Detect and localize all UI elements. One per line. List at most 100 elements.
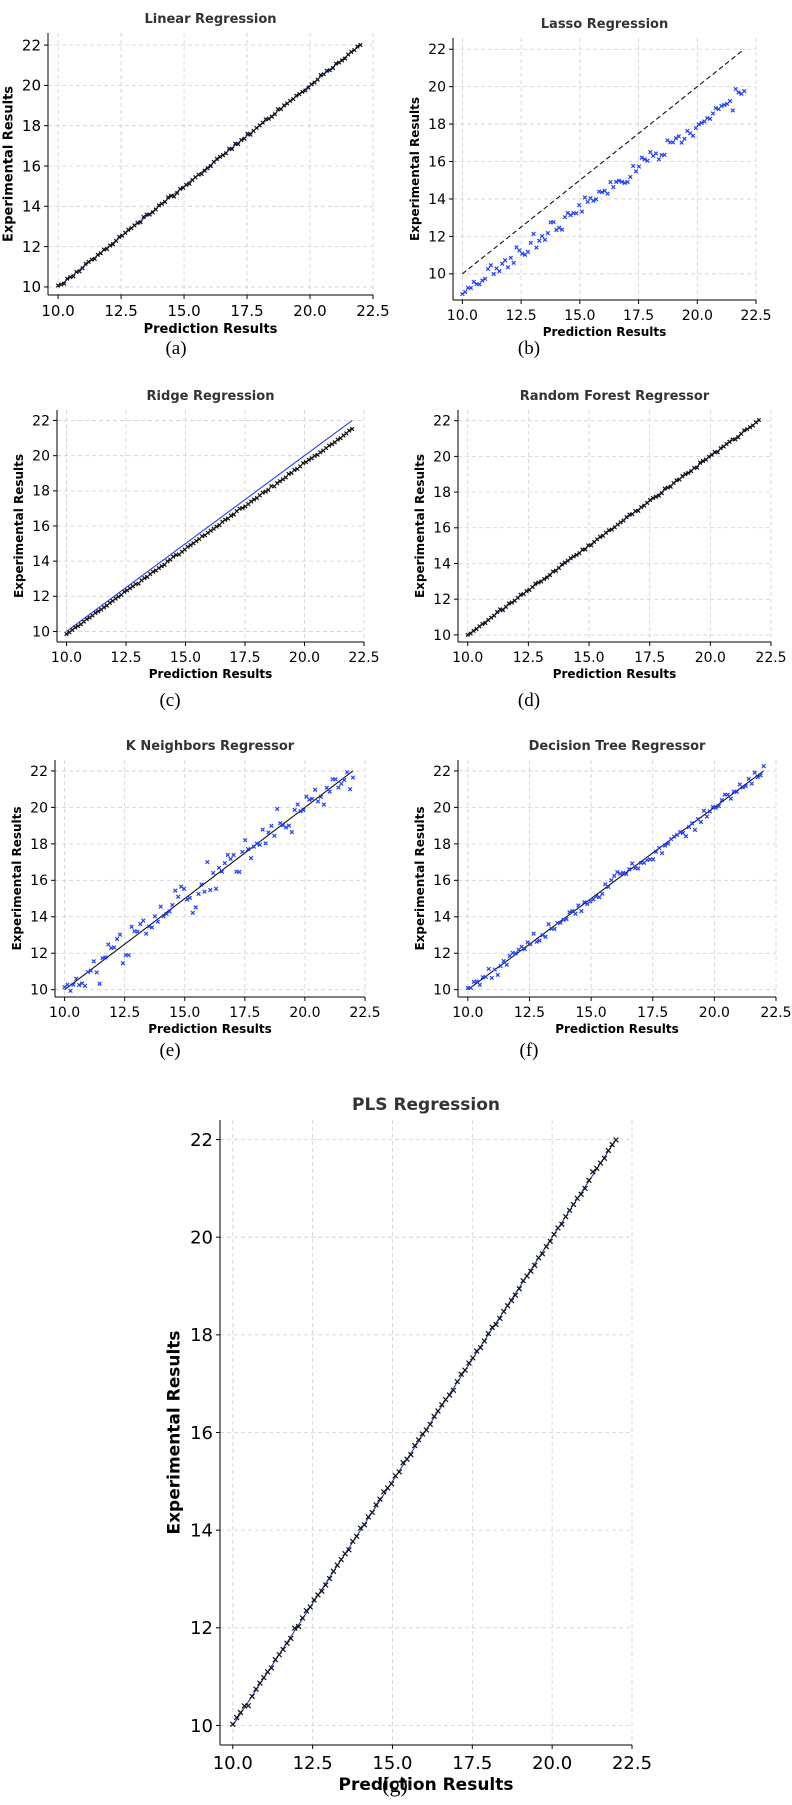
data-point	[82, 983, 88, 989]
x-axis-label: Prediction Results	[555, 1022, 679, 1036]
data-point	[159, 563, 164, 569]
y-tick-label: 22	[433, 414, 451, 430]
data-point	[143, 931, 149, 936]
data-point	[75, 623, 81, 629]
y-tick-label: 16	[433, 521, 451, 537]
x-tick-label: 10.0	[213, 1753, 253, 1774]
x-tick-label: 22.5	[760, 1005, 791, 1021]
y-tick-label: 10	[433, 628, 451, 644]
data-point	[508, 1297, 515, 1304]
data-point	[260, 827, 265, 832]
x-tick-label: 22.5	[356, 302, 389, 320]
data-point	[315, 77, 320, 82]
data-point	[225, 852, 230, 858]
y-tick-label: 20	[433, 449, 451, 465]
data-point	[159, 201, 165, 206]
data-point	[216, 865, 222, 871]
data-point	[334, 1562, 341, 1568]
data-point	[480, 278, 485, 283]
data-point	[333, 777, 338, 782]
data-point	[214, 156, 220, 162]
data-point	[665, 485, 670, 490]
data-point	[104, 246, 110, 252]
data-point	[574, 210, 579, 216]
data-point	[65, 276, 70, 281]
data-point	[318, 72, 323, 78]
data-point	[324, 68, 330, 74]
data-point	[564, 916, 569, 922]
data-point	[516, 947, 521, 953]
data-point	[196, 172, 201, 177]
data-point	[266, 830, 271, 835]
data-point	[722, 102, 727, 108]
chart-svg: Linear Regression 10.0 12.5 15.0 17.5 20.0 22.…	[2, 12, 390, 337]
data-point	[71, 274, 76, 279]
data-point	[272, 1656, 279, 1663]
data-point	[730, 108, 736, 113]
data-point	[231, 512, 237, 517]
data-point	[184, 182, 189, 188]
chart-title: PLS Regression	[352, 1095, 500, 1115]
data-point	[504, 1302, 511, 1309]
data-point	[707, 116, 713, 122]
data-point	[662, 152, 667, 158]
data-point	[546, 922, 551, 927]
data-point	[480, 621, 485, 627]
data-point	[686, 470, 691, 476]
data-point	[591, 897, 596, 902]
x-tick-label: 15.0	[573, 650, 604, 666]
data-point	[606, 528, 612, 533]
data-point	[242, 136, 247, 141]
data-point	[589, 543, 594, 548]
chart-panel-decision-tree: Decision Tree Regressor 10.0 12.5 15.0 17.5 2…	[395, 728, 791, 1038]
data-point	[245, 846, 251, 852]
data-point	[312, 453, 317, 459]
data-point	[689, 820, 695, 826]
data-point	[586, 1177, 592, 1184]
data-point	[629, 861, 635, 866]
data-point	[242, 837, 248, 843]
data-point	[237, 506, 242, 511]
data-point	[286, 471, 291, 477]
x-tick-label: 12.5	[110, 650, 141, 666]
data-point	[601, 1155, 608, 1162]
data-point	[116, 234, 122, 240]
data-point	[606, 884, 611, 890]
data-point	[477, 1344, 484, 1351]
data-point	[77, 269, 82, 274]
data-point	[213, 886, 219, 891]
data-point	[126, 227, 131, 232]
chart-svg: PLS Regression 10.0 12.5 15.0 17.5 20.0 22.5 10…	[164, 1095, 652, 1795]
x-tick-label: 15.0	[372, 1753, 412, 1774]
reference-line	[462, 48, 745, 275]
data-point	[228, 856, 233, 862]
data-point	[697, 460, 703, 465]
data-point	[677, 477, 682, 482]
data-point	[71, 982, 76, 987]
data-point	[199, 533, 205, 539]
data-point	[248, 132, 253, 137]
data-point	[202, 889, 207, 894]
data-point	[659, 850, 665, 856]
data-point	[162, 562, 167, 567]
data-point	[625, 179, 630, 185]
data-point	[736, 435, 741, 440]
data-point	[522, 946, 527, 952]
data-point	[280, 477, 286, 482]
data-point	[674, 478, 679, 483]
data-point	[579, 209, 585, 214]
data-point	[513, 951, 518, 956]
data-point	[668, 484, 673, 490]
data-point	[506, 601, 512, 606]
data-point	[352, 47, 357, 53]
data-point	[281, 103, 287, 108]
data-point	[321, 71, 326, 77]
data-point	[578, 1191, 585, 1198]
data-point	[329, 441, 335, 447]
data-point	[562, 214, 568, 220]
data-point	[135, 929, 140, 934]
data-point	[718, 445, 723, 451]
data-point	[260, 490, 265, 495]
data-point	[665, 841, 671, 846]
data-point	[349, 426, 355, 432]
